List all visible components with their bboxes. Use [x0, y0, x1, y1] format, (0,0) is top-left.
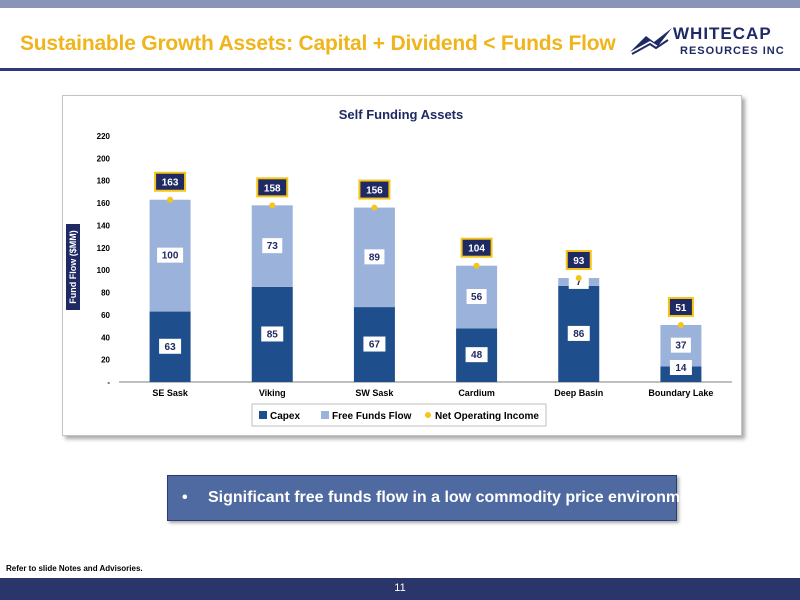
header-rule — [0, 68, 800, 71]
x-tick-label: Viking — [259, 388, 286, 398]
free-funds-flow-label-box — [262, 238, 283, 254]
net-operating-income-marker — [473, 262, 480, 269]
net-operating-income-label-box — [460, 237, 493, 258]
capex-label-box — [363, 336, 386, 352]
free-funds-flow-label-box — [157, 247, 184, 263]
net-operating-income-data-label: 104 — [468, 244, 485, 255]
capex-label-box — [159, 338, 182, 354]
y-tick-label: 140 — [97, 221, 111, 230]
legend-net-operating-income-marker — [425, 412, 431, 418]
net-operating-income-marker — [677, 321, 684, 328]
net-operating-income-label-box — [154, 171, 187, 192]
chart-title: Self Funding Assets — [339, 107, 463, 122]
net-operating-income-data-label: 163 — [162, 178, 179, 189]
capex-data-label: 63 — [165, 342, 177, 353]
x-tick-label: Deep Basin — [554, 388, 603, 398]
legend-free-funds-flow-swatch — [321, 411, 329, 419]
capex-data-label: 85 — [267, 329, 279, 340]
free-funds-flow-label-box — [364, 249, 385, 265]
capex-label-box — [465, 347, 488, 363]
top-stripe — [0, 0, 800, 8]
bird-logo-icon — [630, 28, 672, 55]
net-operating-income-data-label: 93 — [573, 256, 585, 267]
free-funds-flow-label-box — [466, 289, 487, 305]
net-operating-income-data-label: 51 — [675, 303, 687, 314]
callout-bullet: • — [182, 489, 188, 506]
capex-label-box — [669, 360, 692, 375]
net-operating-income-marker — [575, 275, 582, 282]
free-funds-flow-label-box — [568, 273, 589, 289]
x-tick-label: Cardium — [458, 388, 495, 398]
callout-box: • Significant free funds flow in a low c… — [167, 475, 704, 521]
capex-data-label: 67 — [369, 340, 381, 351]
capex-data-label: 86 — [573, 329, 585, 340]
footer: 11 — [0, 578, 800, 600]
x-tick-label: SW Sask — [355, 388, 394, 398]
net-operating-income-label-box — [667, 296, 694, 317]
y-tick-label: - — [107, 378, 110, 387]
y-tick-label: 120 — [97, 244, 111, 253]
page-title: Sustainable Growth Assets: Capital + Div… — [20, 32, 616, 55]
net-operating-income-data-label: 158 — [264, 183, 281, 194]
x-tick-label: SE Sask — [152, 388, 189, 398]
legend-box — [251, 403, 547, 427]
net-operating-income-data-label: 156 — [366, 186, 383, 197]
free-funds-flow-data-label: 89 — [369, 252, 381, 263]
page-number: 11 — [394, 582, 406, 594]
logo-wordmark: WHITECAP — [673, 24, 772, 43]
header: Sustainable Growth Assets: Capital + Div… — [0, 8, 800, 68]
footnote: Refer to slide Notes and Advisories. — [6, 564, 143, 573]
callout-text: Significant free funds flow in a low com… — [208, 489, 705, 506]
y-tick-label: 100 — [97, 266, 111, 275]
capex-data-label: 48 — [471, 350, 483, 361]
y-tick-label: 220 — [97, 132, 111, 141]
y-tick-label: 160 — [97, 199, 111, 208]
free-funds-flow-data-label: 56 — [471, 292, 483, 303]
capex-data-label: 14 — [675, 363, 687, 374]
y-tick-label: 180 — [97, 177, 111, 186]
legend-net-operating-income-label: Net Operating Income — [435, 411, 539, 422]
logo-subtitle: RESOURCES INC — [680, 45, 785, 57]
free-funds-flow-data-label: 73 — [267, 241, 279, 252]
free-funds-flow-label-box — [670, 337, 691, 353]
net-operating-income-marker — [269, 202, 276, 209]
company-logo: WHITECAP RESOURCES INC — [628, 18, 798, 70]
free-funds-flow-data-label: 37 — [675, 341, 687, 352]
capex-label-box — [261, 326, 284, 342]
y-tick-label: 200 — [97, 154, 111, 163]
net-operating-income-label-box — [256, 177, 289, 198]
net-operating-income-marker — [167, 196, 174, 203]
net-operating-income-marker — [371, 204, 378, 211]
free-funds-flow-data-label: 100 — [162, 251, 179, 262]
capex-label-box — [567, 325, 590, 341]
legend-capex-swatch — [259, 411, 267, 419]
x-tick-label: Boundary Lake — [648, 388, 713, 398]
net-operating-income-label-box — [358, 179, 391, 200]
y-tick-label: 40 — [101, 333, 110, 342]
y-tick-label: 60 — [101, 311, 110, 320]
net-operating-income-label-box — [565, 250, 592, 271]
self-funding-chart: Self Funding Assets - 20 40 60 80 100 120 140 160… — [66, 107, 732, 427]
y-tick-label: 80 — [101, 289, 110, 298]
free-funds-flow-data-label: 7 — [576, 277, 582, 288]
y-tick-label: 20 — [101, 356, 110, 365]
y-axis-label: Fund Flow ($MM) — [68, 230, 78, 303]
legend-capex-label: Capex — [270, 411, 300, 422]
legend-free-funds-flow-label: Free Funds Flow — [332, 411, 412, 422]
y-axis-label-box — [66, 224, 80, 310]
